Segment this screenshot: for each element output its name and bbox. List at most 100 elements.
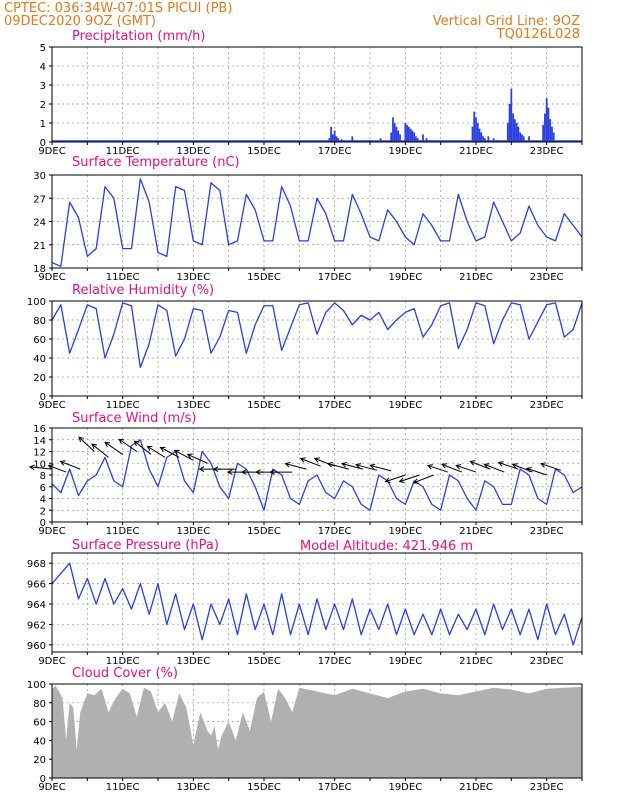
precip-bar	[528, 136, 530, 142]
x-tick-label: 23DEC	[530, 782, 564, 793]
x-tick-label: 15DEC	[247, 272, 281, 283]
x-tick-label: 9DEC	[38, 146, 65, 157]
x-tick-label: 19DEC	[388, 656, 422, 667]
wind-arrow-head	[226, 469, 233, 475]
x-tick-label: 17DEC	[318, 656, 352, 667]
wind-arrow	[147, 445, 166, 458]
panel-title: Cloud Cover (%)	[72, 666, 178, 681]
y-tick-label: 21	[33, 241, 46, 252]
wind-arrow-head	[78, 436, 84, 443]
wind-arrow-head	[186, 453, 193, 459]
y-tick-label: 80	[33, 699, 46, 710]
precip-bar	[471, 126, 474, 142]
x-tick-label: 13DEC	[176, 400, 210, 411]
precip-bar	[475, 117, 477, 142]
wind-arrow	[91, 443, 109, 458]
precip-bar	[332, 134, 334, 142]
wind-arrow	[174, 449, 194, 461]
x-tick-label: 11DEC	[106, 272, 140, 283]
y-tick-label: 27	[33, 194, 46, 205]
wind-arrow-head	[299, 457, 306, 463]
y-tick-label: 80	[33, 316, 46, 327]
precip-bar	[508, 104, 511, 142]
wind-arrow-head	[469, 460, 476, 466]
x-tick-label: 19DEC	[388, 526, 422, 537]
precip-bar	[335, 136, 338, 142]
y-tick-label: 3	[40, 81, 46, 92]
y-tick-label: 960	[27, 641, 46, 652]
wind-arrow	[78, 436, 95, 452]
wind-arrow	[29, 466, 53, 470]
precip-bar	[393, 123, 396, 142]
panel-title: Surface Temperature (nC)	[72, 155, 240, 170]
wind-arrow-head	[326, 461, 333, 468]
x-tick-label: 21DEC	[459, 656, 493, 667]
y-tick-label: 10	[33, 459, 46, 470]
y-tick-label: 4	[40, 62, 46, 73]
precip-bar	[515, 123, 518, 142]
y-tick-label: 18	[33, 264, 46, 275]
panel-frame	[51, 552, 583, 653]
panel-6: 0 20 40 60 80 100 9DEC 11DEC 13DEC 15DEC 17DEC 19DE…	[27, 666, 583, 793]
precip-bar	[413, 132, 416, 142]
x-tick-label: 23DEC	[530, 526, 564, 537]
y-tick-label: 100	[27, 680, 46, 691]
x-tick-label: 21DEC	[459, 782, 493, 793]
x-tick-label: 19DEC	[388, 146, 422, 157]
y-tick-label: 40	[33, 736, 46, 747]
y-tick-label: 2	[40, 506, 46, 517]
y-tick-label: 966	[27, 580, 46, 591]
x-tick-label: 21DEC	[459, 400, 493, 411]
y-tick-label: 4	[40, 495, 46, 506]
precip-bar	[506, 123, 509, 142]
wind-arrow	[427, 464, 448, 473]
precip-bar	[415, 136, 417, 142]
wind-arrow	[540, 463, 561, 471]
wind-arrow	[48, 464, 67, 473]
x-tick-label: 13DEC	[176, 526, 210, 537]
wind-arrow	[526, 467, 547, 476]
y-tick-label: 5	[40, 43, 46, 54]
header-model-code: TQ0126L028	[496, 27, 580, 42]
y-tick-label: 0	[40, 774, 46, 785]
header-date: 09DEC2020 9OZ (GMT)	[4, 14, 156, 29]
panel-frame	[51, 300, 583, 397]
y-tick-label: 0	[40, 138, 46, 149]
panel-frame	[51, 427, 583, 523]
precip-bar	[545, 98, 548, 142]
panel-frame	[51, 683, 583, 779]
precip-bar	[330, 126, 333, 142]
wind-arrow	[484, 463, 505, 473]
precip-bar	[547, 107, 550, 142]
wind-arrow-head	[28, 464, 35, 471]
y-tick-label: 964	[27, 600, 46, 611]
precip-bar	[416, 138, 419, 142]
wind-arrow-head	[255, 469, 261, 475]
x-tick-label: 13DEC	[176, 146, 210, 157]
wind-arrow-head	[173, 449, 180, 455]
precip-bar	[483, 138, 486, 142]
x-tick-label: 17DEC	[318, 782, 352, 793]
precip-bar	[333, 130, 336, 142]
precip-bar	[552, 132, 555, 142]
y-tick-label: 962	[27, 620, 46, 631]
panel-2: 18 21 24 27 30 9DEC 11DEC 13DEC 15DEC 17DEC 19DEC 2…	[33, 155, 583, 283]
wind-arrow-head	[497, 461, 504, 467]
precip-bar	[542, 124, 545, 142]
panel-title: Precipitation (mm/h)	[72, 29, 205, 44]
wind-arrow-head	[240, 469, 247, 475]
wind-arrow	[385, 474, 406, 483]
wind-arrow	[327, 463, 349, 470]
wind-arrow-head	[441, 463, 448, 469]
precip-bar	[425, 138, 428, 142]
wind-arrow-head	[540, 462, 547, 468]
panel-frame	[51, 46, 583, 143]
header-grid-line: Vertical Grid Line: 9OZ	[433, 14, 580, 29]
x-tick-label: 17DEC	[318, 146, 352, 157]
wind-arrow-head	[398, 477, 405, 483]
precip-bar	[510, 88, 513, 142]
precip-bar	[544, 113, 546, 142]
y-tick-label: 2	[40, 100, 46, 111]
wind-arrow-head	[384, 477, 391, 483]
wind-arrow	[285, 463, 307, 470]
